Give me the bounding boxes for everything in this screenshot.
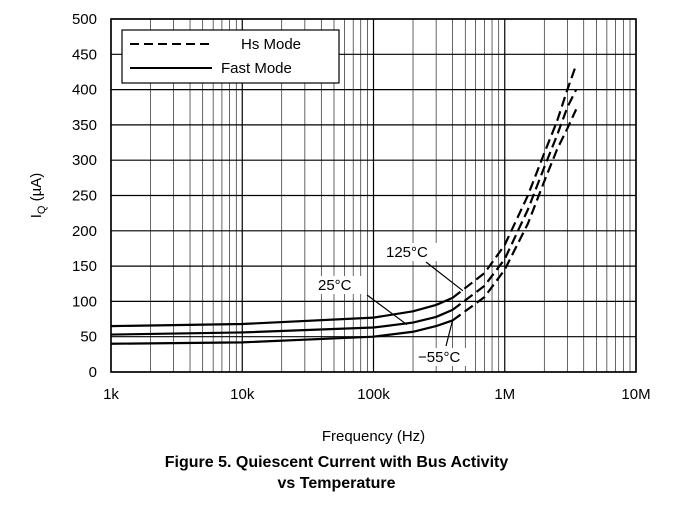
y-tick-label: 200: [72, 223, 97, 240]
x-tick-label: 1k: [103, 386, 119, 403]
annotation-background-25c: [316, 276, 364, 294]
annotation-arrow-minus55c: [445, 320, 454, 347]
legend-fast-label: Fast Mode: [221, 60, 292, 77]
x-tick-label: 10M: [621, 386, 650, 403]
y-axis-label: IQ (µA): [28, 173, 48, 219]
caption-line-1: Figure 5. Quiescent Current with Bus Act…: [164, 454, 509, 471]
series-line-fast-55c: [110, 319, 453, 345]
y-axis-label-sub: Q: [36, 205, 48, 214]
x-tick-label: 10k: [230, 386, 255, 403]
y-tick-labels: 0 50 100 150 200 250 300 350 400 450 500: [72, 11, 97, 381]
annotation-minus55c: −55°C: [418, 349, 460, 366]
figure-caption: Figure 5. Quiescent Current with Bus Act…: [0, 452, 673, 494]
series-line-hs-25c: [451, 89, 578, 311]
legend-hs-label: Hs Mode: [241, 36, 301, 53]
y-tick-label: 500: [72, 11, 97, 28]
series-line-fast-25c: [110, 308, 453, 336]
annotation-arrow-25c: [366, 294, 408, 326]
legend-box: [121, 29, 340, 84]
y-tick-label: 400: [72, 82, 97, 99]
y-tick-label: 100: [72, 293, 97, 310]
chart: 1k 10k 100k 1M 10M 0 50 100 150 200 250 300 350 400 4…: [28, 11, 651, 445]
annotations: 125°C 25°C −55°C: [316, 243, 474, 366]
series-line-hs-55c: [451, 108, 578, 322]
annotation-25c: 25°C: [318, 277, 352, 294]
y-tick-label: 350: [72, 117, 97, 134]
series-line-hs-125c: [451, 64, 578, 299]
y-tick-label: 300: [72, 152, 97, 169]
x-tick-label: 100k: [357, 386, 390, 403]
caption-line-2: vs Temperature: [277, 475, 396, 492]
x-axis-label: Frequency (Hz): [322, 428, 425, 445]
y-tick-label: 450: [72, 46, 97, 63]
y-tick-label: 50: [80, 329, 97, 346]
y-tick-label: 150: [72, 258, 97, 275]
legend: Hs Mode Fast Mode: [121, 29, 340, 84]
annotation-background-minus55c: [416, 348, 474, 366]
y-tick-label: 250: [72, 188, 97, 205]
annotation-background-125c: [384, 243, 440, 261]
annotation-arrow-125c: [425, 261, 464, 292]
y-axis-label-unit: (µA): [28, 173, 45, 206]
annotation-125c: 125°C: [386, 244, 428, 261]
y-tick-label: 0: [89, 364, 97, 381]
x-tick-labels: 1k 10k 100k 1M 10M: [103, 386, 651, 403]
x-tick-label: 1M: [494, 386, 515, 403]
plot-frame: [110, 18, 637, 373]
y-axis-label-main: I: [28, 214, 45, 218]
